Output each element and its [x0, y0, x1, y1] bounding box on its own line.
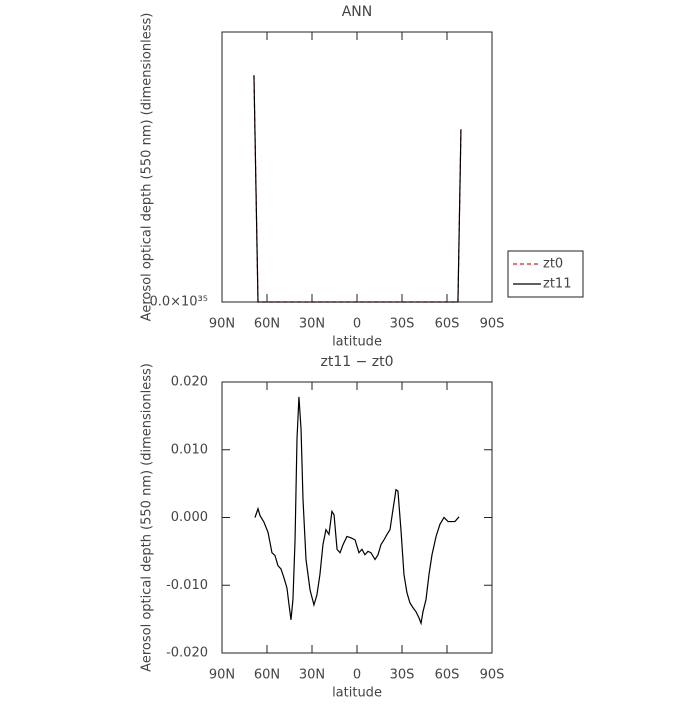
x-tick-label: 60S	[435, 668, 460, 683]
panel: zt11 − zt0 latitude Aerosol optical depth …	[140, 354, 505, 701]
x-tick-label: 30N	[299, 317, 325, 332]
series-group	[254, 396, 460, 626]
y-tick-label: 0.0×10³⁵	[149, 295, 208, 310]
x-tick-label: 60N	[254, 317, 280, 332]
y-tick-label: -0.020	[166, 646, 208, 661]
y-axis-label: Aerosol optical depth (550 nm) (dimensio…	[140, 13, 155, 322]
series-line	[254, 396, 460, 626]
x-tick-label: 30N	[299, 668, 325, 683]
x-tick-label: 90N	[209, 317, 235, 332]
chart-title: zt11 − zt0	[320, 354, 393, 370]
x-tick-label: 60N	[254, 668, 280, 683]
series-group	[253, 75, 462, 303]
x-tick-label: 0	[353, 668, 361, 683]
plot-frame	[221, 31, 493, 303]
legend: zt0 zt11	[507, 250, 584, 298]
y-tick-label: -0.010	[166, 578, 208, 593]
x-tick-label: 0	[353, 317, 361, 332]
y-axis-label: Aerosol optical depth (550 nm) (dimensio…	[140, 363, 155, 672]
x-tick-label: 30S	[390, 668, 415, 683]
y-tick-label: 0.020	[171, 375, 208, 390]
plot-frame	[221, 381, 493, 654]
series-line	[253, 75, 462, 303]
chart-title: ANN	[342, 4, 373, 20]
panel: ANN latitude Aerosol optical depth (550 nm…	[140, 4, 584, 350]
legend-label: zt0	[543, 257, 563, 272]
x-tick-label: 90N	[209, 668, 235, 683]
x-tick-label: 90S	[480, 668, 505, 683]
y-tick-label: 0.010	[171, 442, 208, 457]
x-tick-label: 90S	[480, 317, 505, 332]
legend-label: zt11	[543, 277, 571, 292]
x-tick-label: 60S	[435, 317, 460, 332]
legend-box	[507, 250, 584, 298]
x-axis-label: latitude	[332, 686, 382, 701]
y-tick-label: 0.000	[171, 510, 208, 525]
series-line	[253, 75, 462, 303]
x-axis-label: latitude	[332, 335, 382, 350]
x-tick-label: 30S	[390, 317, 415, 332]
